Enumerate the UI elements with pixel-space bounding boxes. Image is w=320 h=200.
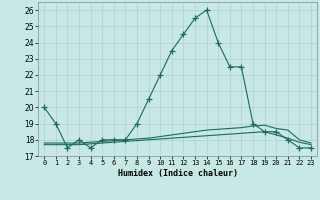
X-axis label: Humidex (Indice chaleur): Humidex (Indice chaleur) — [118, 169, 238, 178]
